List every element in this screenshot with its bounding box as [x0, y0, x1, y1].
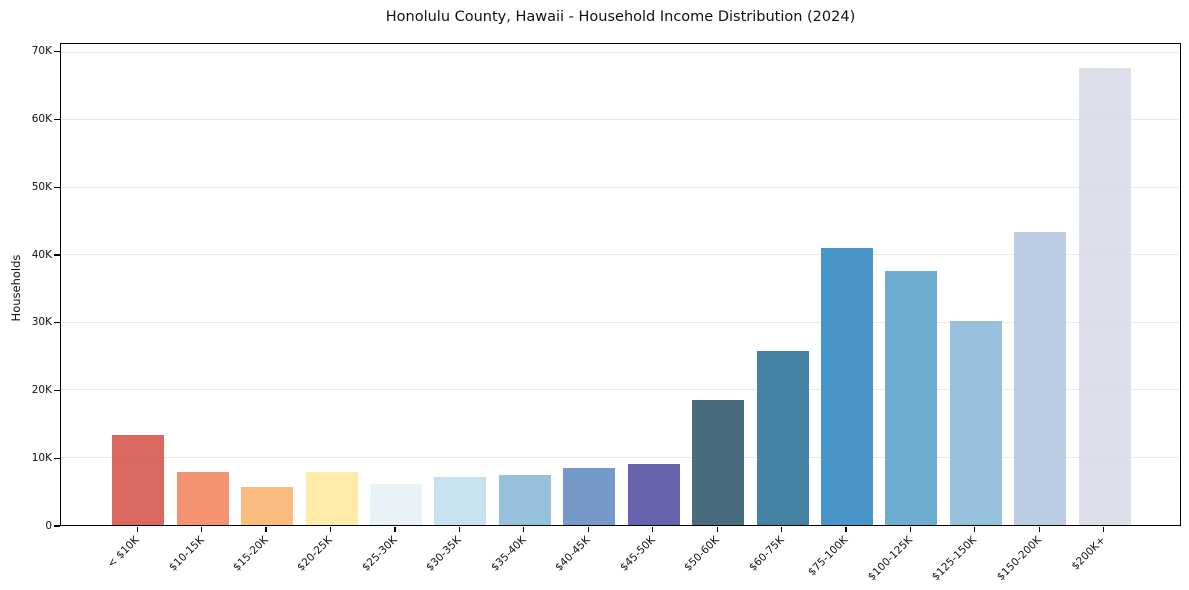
bar — [434, 477, 487, 525]
y-tick-mark — [53, 525, 60, 527]
bar — [821, 247, 874, 525]
y-tick-mark — [53, 186, 60, 188]
y-tick-label: 70K — [31, 45, 52, 58]
y-tick-mark — [53, 254, 60, 256]
x-tick-label: $150-200K — [994, 534, 1044, 584]
x-tick-label: $20-25K — [295, 534, 336, 574]
bar — [112, 434, 165, 525]
x-tick-label: $10-15K — [166, 534, 207, 574]
x-tick-mark — [974, 526, 976, 532]
x-tick-label: < $10K — [105, 534, 142, 571]
x-tick-mark — [780, 526, 783, 532]
y-tick-label: 10K — [31, 451, 52, 464]
bar — [369, 483, 422, 525]
x-tick-mark — [394, 526, 396, 532]
gridline — [61, 119, 1180, 121]
x-tick-mark — [845, 526, 847, 532]
bar — [498, 475, 551, 525]
plot-area — [60, 43, 1181, 526]
x-tick-label: $40-45K — [553, 534, 593, 574]
x-tick-label: $45-50K — [617, 534, 658, 574]
y-tick-label: 20K — [31, 384, 52, 397]
y-tick-mark — [53, 457, 60, 459]
y-tick-mark — [53, 51, 60, 53]
gridline — [61, 254, 1180, 256]
gridline — [61, 186, 1180, 188]
y-tick-mark — [53, 389, 60, 392]
y-tick-mark — [53, 118, 60, 121]
y-tick-label: 60K — [31, 113, 52, 126]
bar — [1078, 68, 1131, 525]
x-tick-label: $15-20K — [230, 534, 271, 574]
bar — [885, 271, 938, 525]
x-tick-label: $25-30K — [359, 534, 400, 574]
x-tick-label: $50-60K — [681, 534, 722, 574]
x-tick-mark — [458, 526, 460, 532]
gridline — [61, 456, 1180, 458]
bar — [305, 472, 358, 525]
x-tick-mark — [136, 526, 138, 532]
y-tick-label: 30K — [31, 316, 52, 329]
gridline — [61, 51, 1180, 53]
y-tick-label: 0 — [45, 519, 52, 532]
x-tick-mark — [652, 526, 654, 532]
x-tick-mark — [1038, 526, 1040, 532]
x-tick-mark — [587, 526, 589, 532]
y-tick-mark — [53, 322, 60, 324]
gridline — [61, 389, 1180, 391]
x-tick-label: $75-100K — [806, 534, 851, 579]
bar — [949, 321, 1002, 525]
x-tick-label: $100-125K — [865, 534, 915, 584]
x-tick-mark — [1103, 526, 1105, 532]
gridline — [61, 321, 1180, 323]
bar — [1014, 231, 1067, 525]
x-tick-label: $60-75K — [746, 534, 787, 574]
x-tick-label: $200K+ — [1069, 534, 1109, 573]
chart-title: Honolulu County, Hawaii - Household Inco… — [385, 9, 856, 25]
x-tick-label: $35-40K — [488, 534, 529, 574]
bar — [563, 467, 616, 525]
bar — [756, 350, 809, 525]
x-tick-mark — [201, 526, 203, 532]
bar — [692, 400, 745, 525]
x-tick-mark — [265, 526, 267, 532]
x-tick-mark — [329, 526, 332, 532]
bar — [176, 472, 229, 525]
x-tick-label: $30-35K — [424, 534, 464, 574]
y-tick-label: 50K — [31, 180, 52, 193]
x-tick-mark — [523, 526, 525, 532]
x-tick-mark — [909, 526, 912, 532]
bar — [241, 487, 294, 525]
bar — [627, 464, 680, 525]
x-tick-mark — [716, 526, 718, 532]
y-tick-label: 40K — [31, 248, 52, 261]
x-tick-label: $125-150K — [930, 534, 980, 584]
